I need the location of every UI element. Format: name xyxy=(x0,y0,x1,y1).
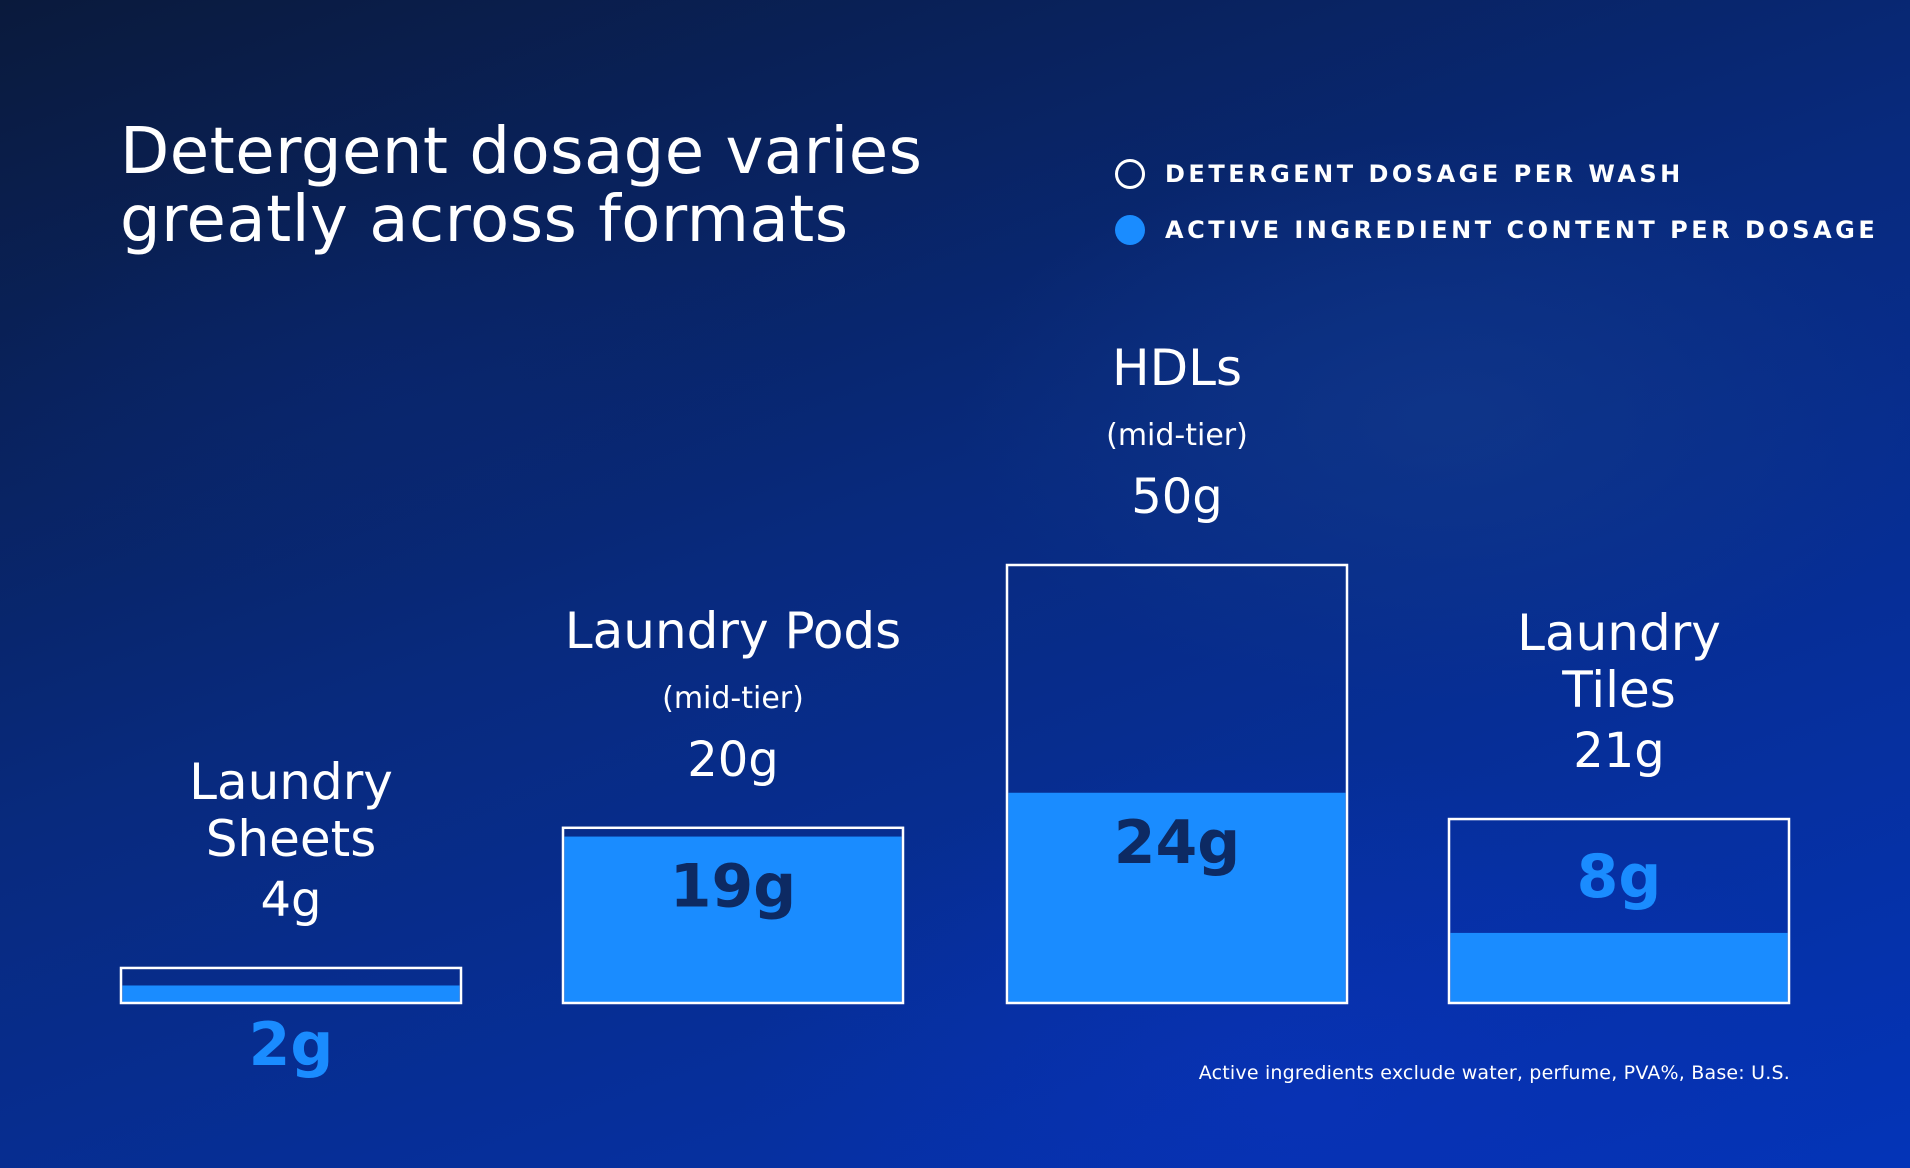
legend-item-active: ACTIVE INGREDIENT CONTENT PER DOSAGE xyxy=(1115,214,1878,246)
category-label-3-line-1: Tiles xyxy=(1561,661,1676,719)
chart-title: Detergent dosage varies greatly across f… xyxy=(120,118,980,254)
dosage-value-label-3: 21g xyxy=(1573,723,1665,779)
active-bar-3 xyxy=(1450,932,1788,1003)
dosage-bar-2 xyxy=(1005,563,1349,1005)
category-label-2-line-0: HDLs xyxy=(1112,339,1242,397)
dosage-value-label-0: 4g xyxy=(260,872,321,928)
title-line-1: Detergent dosage varies xyxy=(120,115,923,189)
dosage-bar-3 xyxy=(1447,817,1791,1005)
active-bar-0 xyxy=(122,985,460,1003)
legend-label-dosage: DETERGENT DOSAGE PER WASH xyxy=(1165,160,1684,188)
active-bar-2 xyxy=(1008,792,1346,1003)
active-value-label-1: 19g xyxy=(670,852,796,922)
filled-circle-icon xyxy=(1115,215,1145,245)
title-line-2: greatly across formats xyxy=(120,183,849,257)
footnote: Active ingredients exclude water, perfum… xyxy=(1198,1062,1790,1084)
dosage-bar-1 xyxy=(561,826,905,1005)
legend-item-dosage: DETERGENT DOSAGE PER WASH xyxy=(1115,158,1878,190)
category-label-3-line-0: Laundry xyxy=(1517,604,1721,662)
active-value-label-2: 24g xyxy=(1114,808,1240,878)
legend: DETERGENT DOSAGE PER WASH ACTIVE INGREDI… xyxy=(1115,158,1878,270)
active-bar-1 xyxy=(564,836,902,1003)
outline-circle-icon xyxy=(1115,159,1145,189)
category-subtitle-2: (mid-tier) xyxy=(1106,418,1248,453)
dosage-value-label-2: 50g xyxy=(1131,469,1223,525)
category-label-0-line-0: Laundry xyxy=(189,753,393,811)
category-label-0-line-1: Sheets xyxy=(206,810,377,868)
category-label-1-line-0: Laundry Pods xyxy=(565,602,901,660)
active-value-label-3: 8g xyxy=(1577,842,1662,912)
legend-label-active: ACTIVE INGREDIENT CONTENT PER DOSAGE xyxy=(1165,216,1879,244)
active-value-label-0: 2g xyxy=(249,1010,334,1080)
dosage-value-label-1: 20g xyxy=(687,732,779,788)
category-subtitle-1: (mid-tier) xyxy=(662,681,804,716)
dosage-bar-0 xyxy=(119,966,463,1005)
